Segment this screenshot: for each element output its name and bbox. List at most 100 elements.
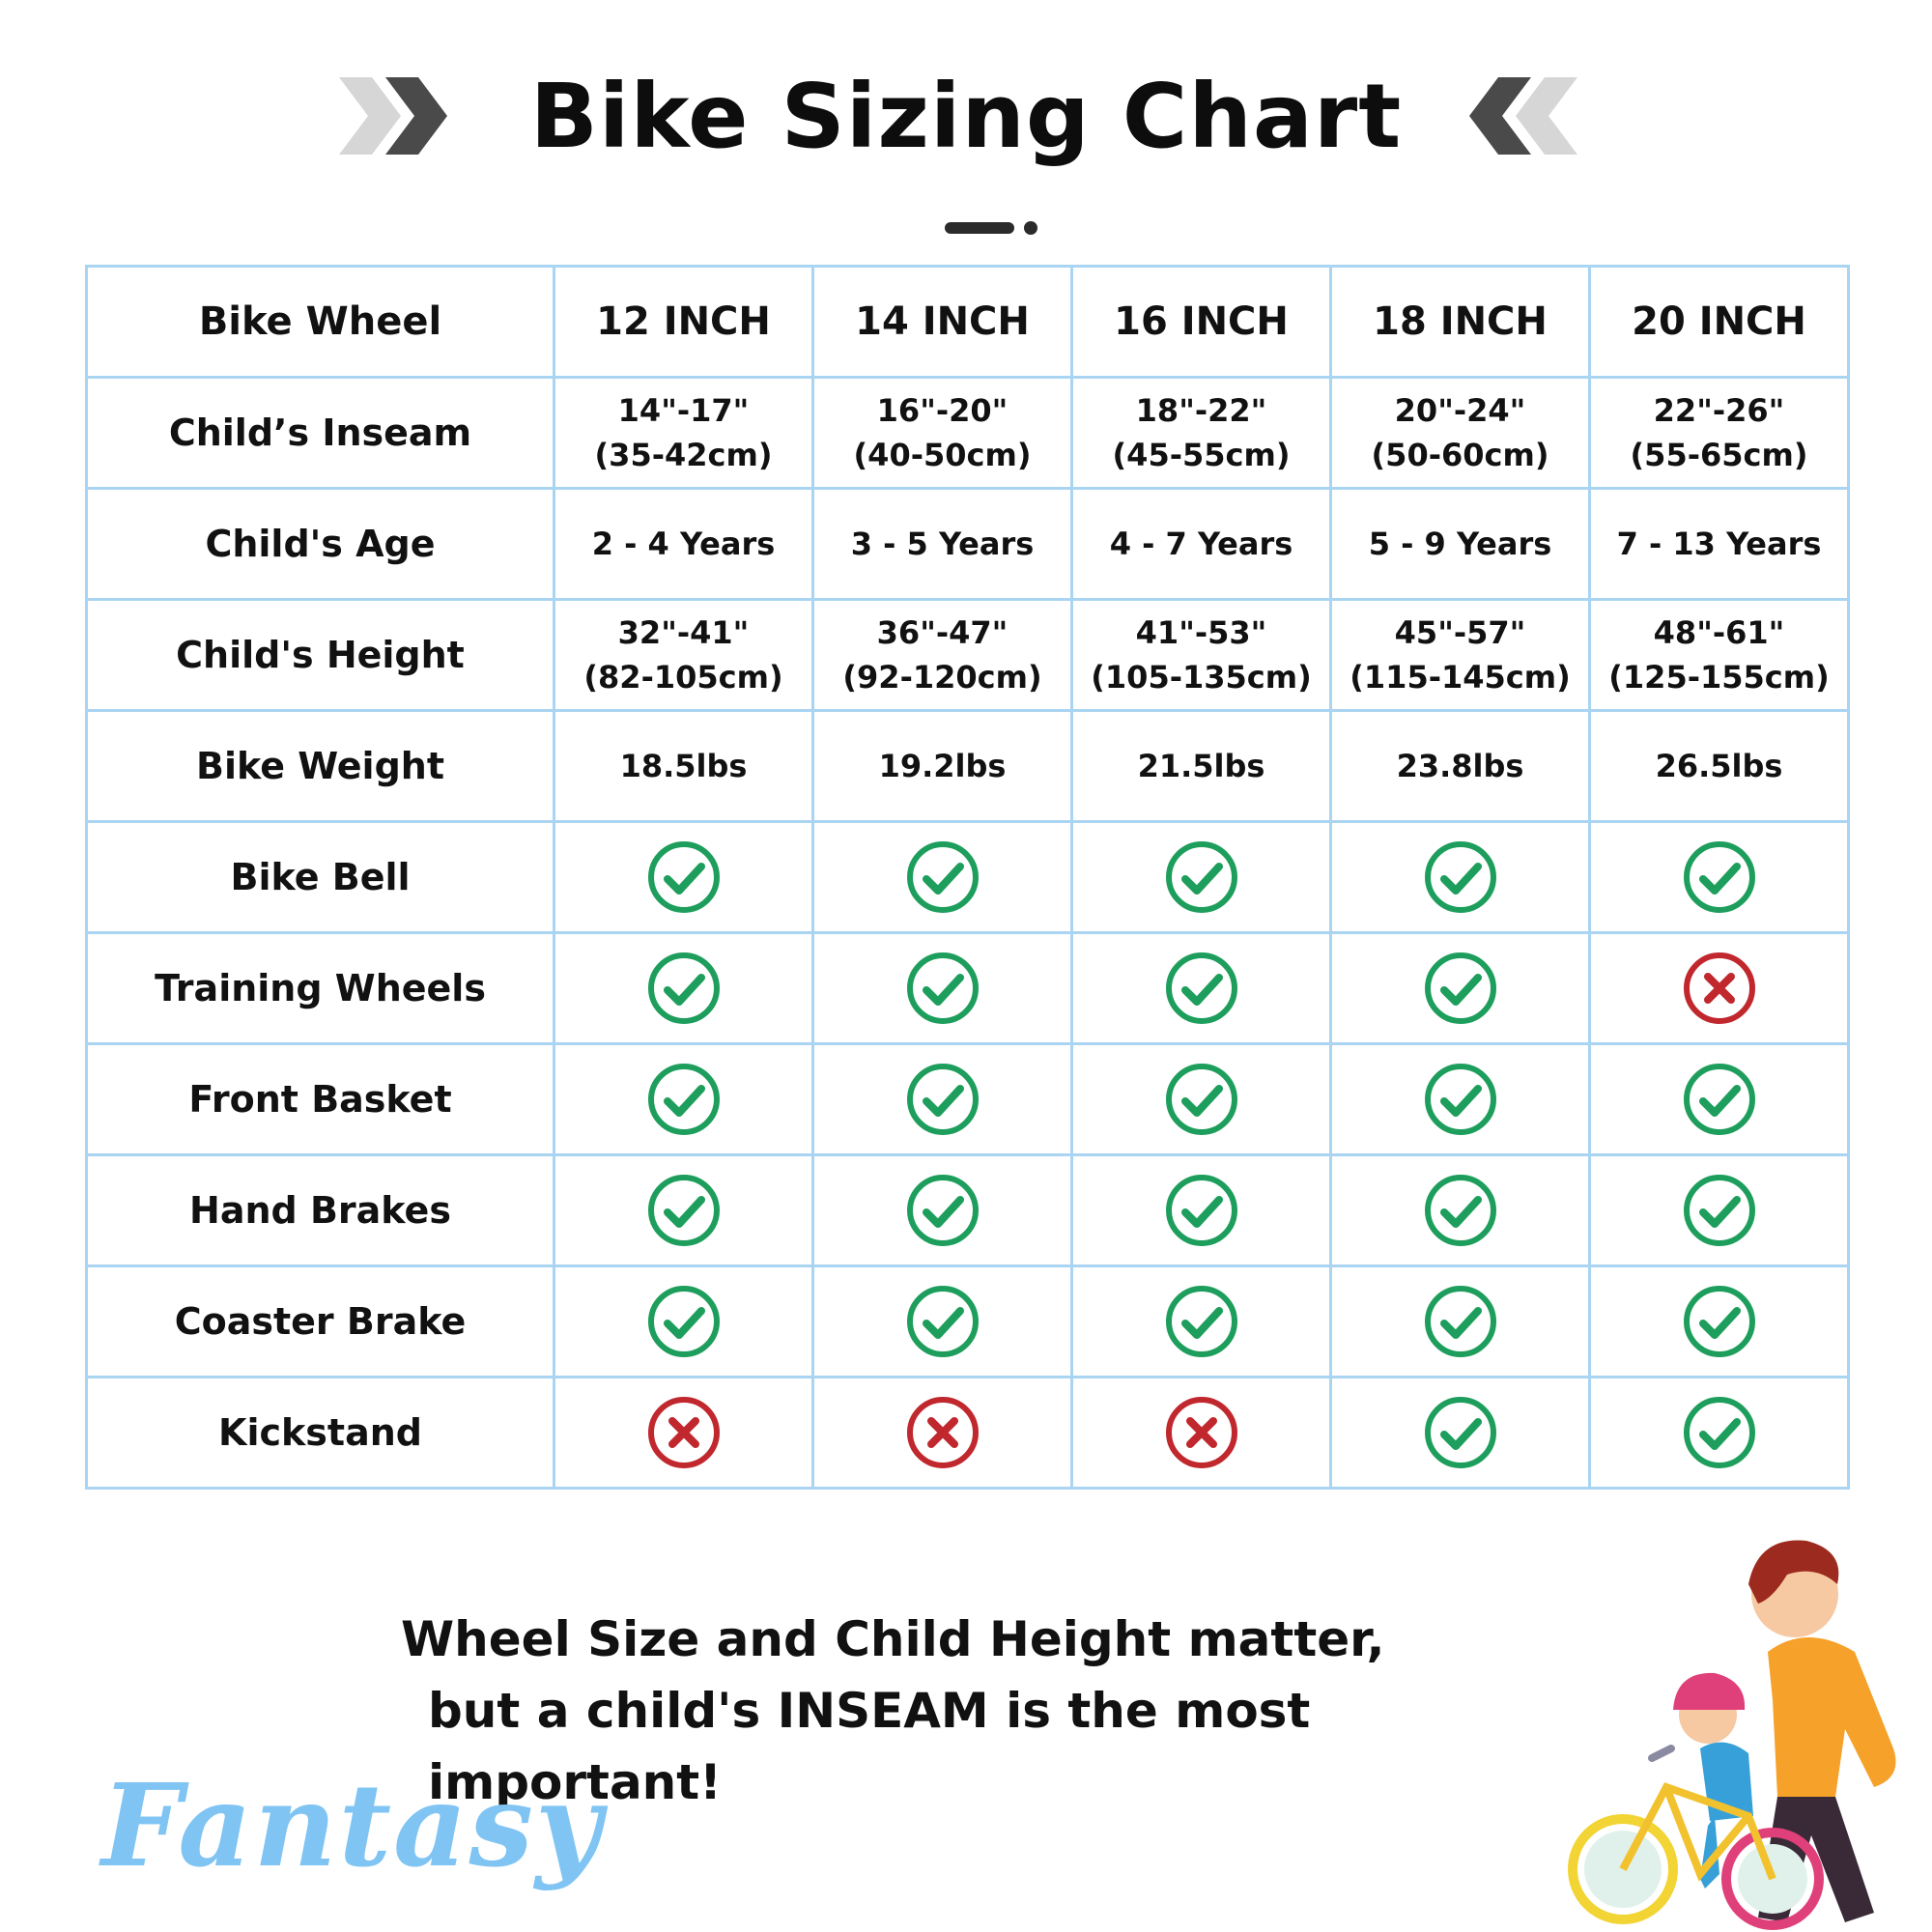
- table-row: Kickstand: [85, 1376, 1850, 1490]
- cell-line: 16"-20": [876, 392, 1009, 429]
- feature-cell: [1329, 1376, 1591, 1490]
- feature-cell: [811, 1376, 1073, 1490]
- column-header: 14 INCH: [811, 265, 1073, 379]
- table-row: Child’s Inseam 14"-17" (35-42cm) 16"-20" (40…: [85, 376, 1850, 490]
- table-cell: 21.5lbs: [1070, 709, 1332, 823]
- feature-cell: [811, 1264, 1073, 1378]
- feature-cell: [1588, 820, 1850, 934]
- check-circle-icon: [1164, 951, 1239, 1026]
- table-cell: 26.5lbs: [1588, 709, 1850, 823]
- table-row: Training Wheels: [85, 931, 1850, 1045]
- cell-line: (45-55cm): [1112, 437, 1291, 473]
- cell-line: 48"-61": [1653, 614, 1785, 651]
- cell-line: 20"-24": [1394, 392, 1526, 429]
- double-chevron-left-icon: [1469, 77, 1593, 155]
- feature-cell: [553, 1264, 814, 1378]
- table-cell: 4 - 7 Years: [1070, 487, 1332, 601]
- row-label: Kickstand: [85, 1376, 555, 1490]
- check-circle-icon: [1423, 1062, 1498, 1137]
- cell-line: (82-105cm): [583, 659, 783, 696]
- feature-cell: [1329, 1264, 1591, 1378]
- check-circle-icon: [1164, 1284, 1239, 1359]
- check-circle-icon: [905, 951, 980, 1026]
- check-circle-icon: [646, 1284, 722, 1359]
- table-cell: 19.2lbs: [811, 709, 1073, 823]
- check-circle-icon: [1423, 1284, 1498, 1359]
- feature-cell: [1070, 1042, 1332, 1156]
- feature-cell: [553, 820, 814, 934]
- row-label: Hand Brakes: [85, 1153, 555, 1267]
- table-cell: 18"-22" (45-55cm): [1070, 376, 1332, 490]
- cell-line: (115-145cm): [1350, 659, 1571, 696]
- row-label: Child's Height: [85, 598, 555, 712]
- cell-line: 45"-57": [1394, 614, 1526, 651]
- check-circle-icon: [1682, 1062, 1757, 1137]
- cross-circle-icon: [1682, 951, 1757, 1026]
- table-cell: 36"-47" (92-120cm): [811, 598, 1073, 712]
- table-row: Coaster Brake: [85, 1264, 1850, 1378]
- feature-cell: [1329, 1153, 1591, 1267]
- check-circle-icon: [646, 951, 722, 1026]
- table-row: Front Basket: [85, 1042, 1850, 1156]
- feature-cell: [811, 820, 1073, 934]
- cross-circle-icon: [646, 1395, 722, 1470]
- table-cell: 45"-57" (115-145cm): [1329, 598, 1591, 712]
- check-circle-icon: [1423, 1395, 1498, 1470]
- feature-cell: [553, 931, 814, 1045]
- table-cell: 22"-26" (55-65cm): [1588, 376, 1850, 490]
- check-circle-icon: [905, 1173, 980, 1248]
- check-circle-icon: [646, 1173, 722, 1248]
- cell-line: (105-135cm): [1091, 659, 1312, 696]
- column-header: 20 INCH: [1588, 265, 1850, 379]
- table-cell: 2 - 4 Years: [553, 487, 814, 601]
- table-cell: 16"-20" (40-50cm): [811, 376, 1073, 490]
- check-circle-icon: [1164, 1062, 1239, 1137]
- column-header: 16 INCH: [1070, 265, 1332, 379]
- row-label: Bike Bell: [85, 820, 555, 934]
- table-cell: 7 - 13 Years: [1588, 487, 1850, 601]
- feature-cell: [811, 931, 1073, 1045]
- feature-cell: [1329, 931, 1591, 1045]
- cross-circle-icon: [1164, 1395, 1239, 1470]
- cell-line: (92-120cm): [842, 659, 1042, 696]
- inseam-note: Wheel Size and Child Height matter, but …: [401, 1604, 1560, 1818]
- brand-logo: Fantasy: [101, 1758, 604, 1892]
- note-line-2: but a child's INSEAM is the most importa…: [428, 1683, 1311, 1810]
- cell-line: 18"-22": [1135, 392, 1267, 429]
- feature-cell: [553, 1042, 814, 1156]
- table-cell: 18.5lbs: [553, 709, 814, 823]
- table-cell: 41"-53" (105-135cm): [1070, 598, 1332, 712]
- double-chevron-right-icon: [338, 77, 463, 155]
- cell-line: (125-155cm): [1608, 659, 1830, 696]
- feature-cell: [811, 1153, 1073, 1267]
- table-cell: 14"-17" (35-42cm): [553, 376, 814, 490]
- cell-line: 14"-17": [617, 392, 750, 429]
- check-circle-icon: [905, 839, 980, 915]
- note-line-1: Wheel Size and Child Height matter,: [401, 1611, 1385, 1667]
- table-cell: 5 - 9 Years: [1329, 487, 1591, 601]
- feature-cell: [1329, 820, 1591, 934]
- cell-line: (55-65cm): [1630, 437, 1808, 473]
- table-cell: 32"-41" (82-105cm): [553, 598, 814, 712]
- cell-line: 32"-41": [617, 614, 750, 651]
- check-circle-icon: [1682, 1173, 1757, 1248]
- cell-line: 41"-53": [1135, 614, 1267, 651]
- row-label: Bike Weight: [85, 709, 555, 823]
- cell-line: (35-42cm): [594, 437, 773, 473]
- table-cell: 23.8lbs: [1329, 709, 1591, 823]
- check-circle-icon: [1423, 1173, 1498, 1248]
- table-cell: 48"-61" (125-155cm): [1588, 598, 1850, 712]
- row-label: Front Basket: [85, 1042, 555, 1156]
- feature-cell: [1070, 1264, 1332, 1378]
- table-row: Hand Brakes: [85, 1153, 1850, 1267]
- row-label: Coaster Brake: [85, 1264, 555, 1378]
- check-circle-icon: [646, 839, 722, 915]
- feature-cell: [1588, 1376, 1850, 1490]
- cross-circle-icon: [905, 1395, 980, 1470]
- feature-cell: [1329, 1042, 1591, 1156]
- page-title: Bike Sizing Chart: [529, 64, 1403, 168]
- cell-line: 36"-47": [876, 614, 1009, 651]
- check-circle-icon: [1682, 1395, 1757, 1470]
- cell-line: 22"-26": [1653, 392, 1785, 429]
- feature-cell: [1588, 931, 1850, 1045]
